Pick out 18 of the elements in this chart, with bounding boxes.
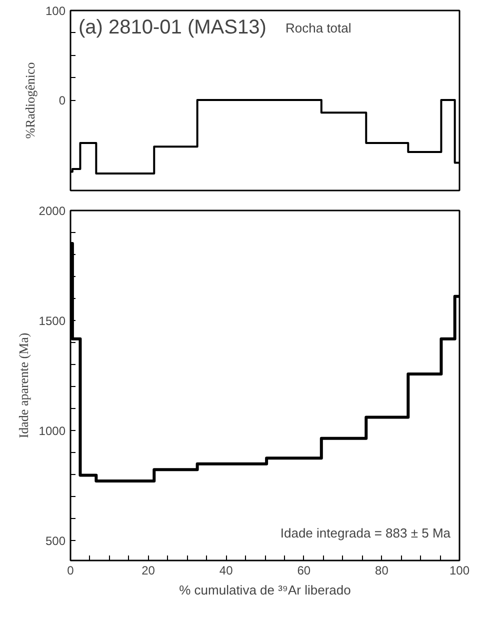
x-tick-label: 80 bbox=[375, 564, 389, 578]
y-axis-title: %Radiogênico bbox=[22, 62, 38, 139]
y-tick-label: 2000 bbox=[38, 204, 66, 218]
y-tick-label: 1500 bbox=[38, 314, 66, 328]
y-tick-label: 0 bbox=[58, 94, 66, 108]
x-tick-label: 100 bbox=[449, 564, 470, 578]
annotation: Idade integrada = 883 ± 5 Ma bbox=[280, 526, 452, 540]
y-tick-label: 500 bbox=[45, 534, 66, 548]
chart-title: (a) 2810-01 (MAS13) bbox=[78, 16, 266, 38]
text: Rocha total bbox=[286, 20, 352, 36]
x-tick-label: 20 bbox=[142, 564, 156, 578]
x-tick-label: 0 bbox=[67, 564, 74, 578]
y-tick-label: 100 bbox=[45, 4, 66, 18]
y-axis-title: Idade aparente (Ma) bbox=[16, 332, 31, 438]
y-tick-label: 1000 bbox=[38, 424, 66, 438]
x-tick-label: 60 bbox=[297, 564, 311, 578]
x-axis-title: % cumulativa de ³⁹Ar liberado bbox=[179, 582, 351, 598]
x-tick-label: 40 bbox=[219, 564, 234, 578]
